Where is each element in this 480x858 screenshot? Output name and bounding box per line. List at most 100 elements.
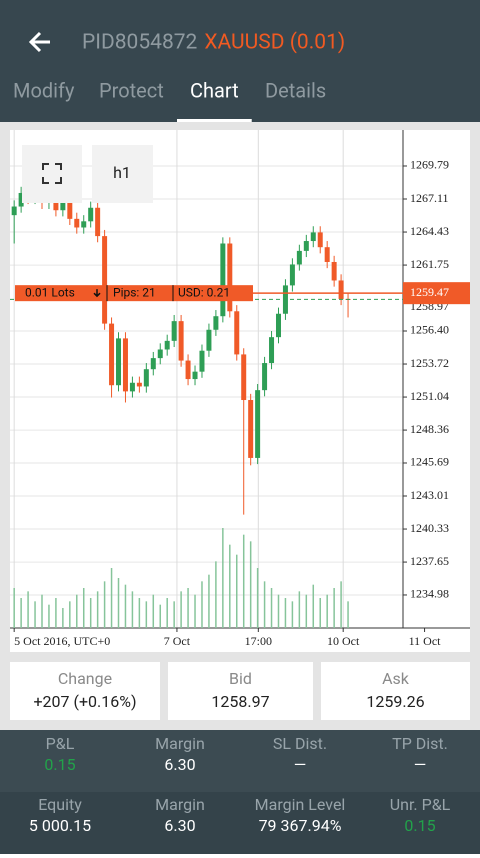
stat-label: TP Dist. <box>392 734 448 753</box>
candle-body <box>310 232 316 242</box>
candle-body <box>171 321 177 341</box>
candle-body <box>109 323 115 386</box>
y-tick-label: 1240.33 <box>410 521 449 535</box>
candle-body <box>206 329 212 351</box>
candle-body <box>122 338 128 392</box>
order-price: 1259.47 <box>410 285 449 299</box>
instrument: XAUUSD (0.01) <box>204 31 345 55</box>
x-tick-label: 7 Oct <box>164 634 191 648</box>
stat-label: SL Dist. <box>273 734 327 753</box>
candle-body <box>199 350 205 372</box>
y-tick-label: 1267.11 <box>410 191 449 205</box>
stat-value: — <box>414 755 427 774</box>
candle-body <box>338 280 344 299</box>
quote-value: 1258.97 <box>211 692 269 711</box>
quote-label: Ask <box>382 669 410 688</box>
candle-body <box>213 316 219 330</box>
x-tick-label: 10 Oct <box>327 634 360 648</box>
x-tick-label: 17:00 <box>245 634 272 648</box>
candle-body <box>289 264 295 286</box>
quote-card <box>10 662 160 720</box>
stat-value: 5 000.15 <box>29 816 91 835</box>
stat-label: P&L <box>46 734 75 753</box>
candle-body <box>102 236 108 324</box>
stat-label: Margin Level <box>255 795 346 814</box>
tab[interactable]: Chart <box>190 78 239 102</box>
candle-body <box>227 243 233 312</box>
stat-label: Equity <box>38 795 82 814</box>
stat-value: — <box>294 755 307 774</box>
candle-body <box>95 207 101 237</box>
candle-body <box>53 196 59 211</box>
fullscreen-button[interactable] <box>22 145 82 203</box>
stats-row <box>0 730 480 792</box>
tab[interactable]: Modify <box>13 78 75 102</box>
stat-value: 0.15 <box>44 755 75 774</box>
candle-body <box>296 250 302 265</box>
stats: P&L 0.15 Margin 6.30 SL Dist. — TP Dist. — Equit… <box>29 734 451 835</box>
timeframe-button[interactable] <box>92 145 153 203</box>
y-tick-label: 1234.98 <box>410 587 449 601</box>
candle-body <box>192 371 198 380</box>
order-pips: Pips: 21 <box>113 285 156 299</box>
y-tick-label: 1237.65 <box>410 554 449 568</box>
candle-body <box>275 313 281 338</box>
tab[interactable]: Protect <box>99 78 164 102</box>
quote-card <box>168 662 313 720</box>
quote-label: Change <box>58 669 112 688</box>
candle-body <box>164 340 170 350</box>
candle-body <box>248 400 254 458</box>
quote-value: +207 (+0.16%) <box>33 692 136 711</box>
order-tag <box>15 285 253 302</box>
candle-body <box>241 354 247 401</box>
candle-body <box>143 369 149 387</box>
candle-body <box>150 358 156 370</box>
candle-body <box>88 207 94 222</box>
candle-body <box>303 241 309 251</box>
back-button[interactable] <box>28 31 50 53</box>
stat-label: Margin <box>155 734 205 753</box>
chart-panel <box>10 130 470 652</box>
stat-value: 6.30 <box>164 816 195 835</box>
candle-body <box>74 218 80 228</box>
candle-body <box>220 243 226 317</box>
order-usd: USD: 0.21 <box>178 285 230 299</box>
candle-body <box>178 321 184 361</box>
candle-body <box>81 221 87 228</box>
app-bar <box>0 0 480 122</box>
fullscreen-icon <box>42 163 62 184</box>
candle-body <box>324 247 330 262</box>
x-tick-label: 5 Oct 2016, UTC+0 <box>14 634 110 648</box>
candle-body <box>185 360 191 380</box>
tab[interactable]: Details <box>265 78 326 102</box>
candle-body <box>11 206 17 216</box>
y-tick-label: 1245.69 <box>410 455 449 469</box>
stat-label: Unr. P&L <box>390 795 451 814</box>
order-arrow <box>93 289 101 298</box>
y-tick-label: 1251.04 <box>410 389 449 403</box>
candle-body <box>67 201 73 219</box>
order-lots: 0.01 Lots <box>25 285 75 299</box>
candle-body <box>116 338 122 386</box>
quote-card <box>321 662 470 720</box>
x-tick-label: 11 Oct <box>409 634 442 648</box>
stat-value: 6.30 <box>164 755 195 774</box>
tab-indicator <box>177 119 252 122</box>
order-price-tag <box>403 282 470 305</box>
candle-body <box>157 349 163 359</box>
candle-body <box>331 261 337 281</box>
y-tick-label: 1243.01 <box>410 488 449 502</box>
candle-body <box>262 363 268 391</box>
candle-body <box>255 390 261 458</box>
y-tick-label: 1264.43 <box>410 224 449 238</box>
y-tick-label: 1248.36 <box>410 422 449 436</box>
quote-value: 1259.26 <box>366 692 424 711</box>
stat-value: 0.15 <box>404 816 435 835</box>
candle-body <box>60 201 66 211</box>
account-id: PID8054872 <box>82 31 198 55</box>
y-tick-label: 1256.40 <box>410 323 449 337</box>
stats-row <box>0 792 480 854</box>
candle-body <box>234 311 240 355</box>
y-tick-label: 1269.79 <box>410 158 449 172</box>
tab-bar: Modify Protect Chart Details <box>13 78 326 122</box>
